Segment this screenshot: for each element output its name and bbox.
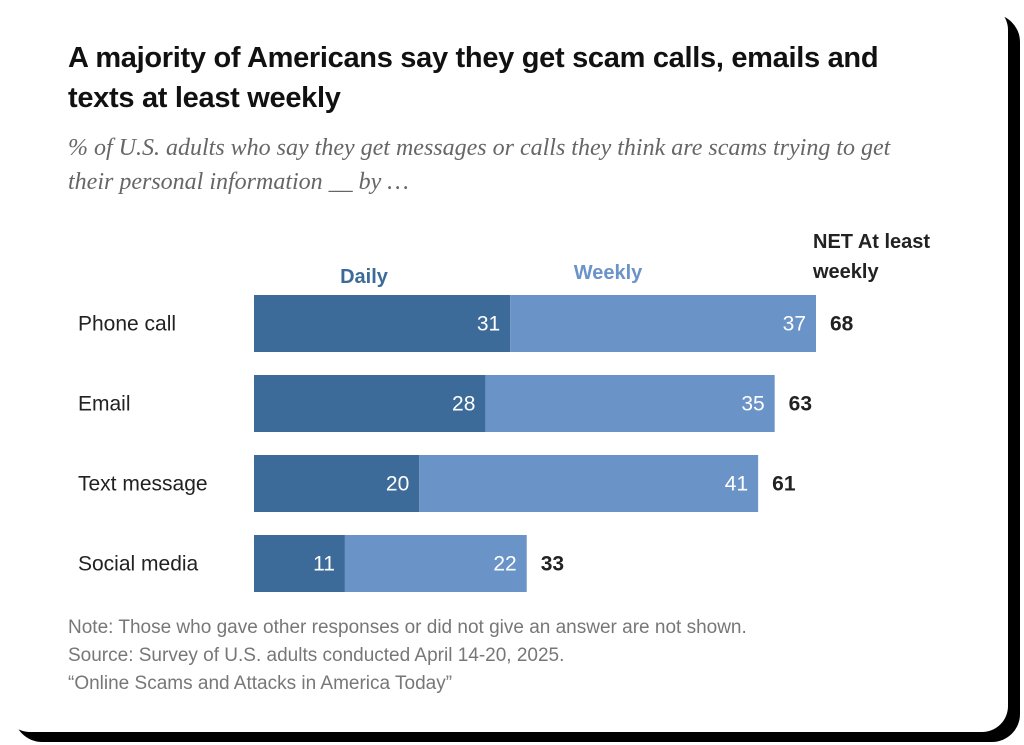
bar-value-label: 28 bbox=[452, 393, 475, 416]
chart-card bbox=[4, 4, 1008, 732]
bar-value-label: 11 bbox=[313, 553, 335, 576]
bar-weekly bbox=[344, 535, 527, 592]
bar-daily bbox=[254, 535, 345, 592]
category-label: Social media bbox=[78, 553, 199, 576]
bar-value-label: 35 bbox=[741, 393, 764, 416]
legend-net-line1: NET At least bbox=[813, 231, 930, 253]
bar-daily bbox=[254, 375, 486, 432]
net-value-label: 61 bbox=[772, 473, 796, 496]
bar-weekly bbox=[510, 295, 816, 352]
report-title-line: “Online Scams and Attacks in America Tod… bbox=[68, 673, 453, 694]
net-value-label: 33 bbox=[541, 553, 564, 576]
note-line: Note: Those who gave other responses or … bbox=[68, 617, 747, 638]
bar-value-label: 22 bbox=[493, 553, 516, 576]
source-line: Source: Survey of U.S. adults conducted … bbox=[68, 645, 565, 666]
legend-net-line2: weekly bbox=[812, 261, 879, 283]
bar-daily bbox=[254, 295, 511, 352]
bar-value-label: 41 bbox=[725, 473, 748, 496]
net-value-label: 63 bbox=[789, 393, 812, 416]
category-label: Email bbox=[78, 393, 131, 416]
bar-daily bbox=[254, 455, 420, 512]
chart-title: A majority of Americans say they get sca… bbox=[68, 42, 879, 114]
legend-weekly: Weekly bbox=[574, 262, 643, 284]
bar-weekly bbox=[485, 375, 775, 432]
chart-notes: Note: Those who gave other responses or … bbox=[68, 614, 747, 698]
category-label: Text message bbox=[78, 473, 208, 496]
bar-value-label: 31 bbox=[477, 313, 500, 336]
legend-daily: Daily bbox=[340, 266, 389, 288]
net-value-label: 68 bbox=[830, 313, 854, 336]
bar-value-label: 20 bbox=[386, 473, 409, 496]
chart-subtitle: % of U.S. adults who say they get messag… bbox=[68, 135, 891, 195]
bar-weekly bbox=[419, 455, 759, 512]
bar-value-label: 37 bbox=[783, 313, 806, 336]
category-label: Phone call bbox=[78, 313, 176, 336]
